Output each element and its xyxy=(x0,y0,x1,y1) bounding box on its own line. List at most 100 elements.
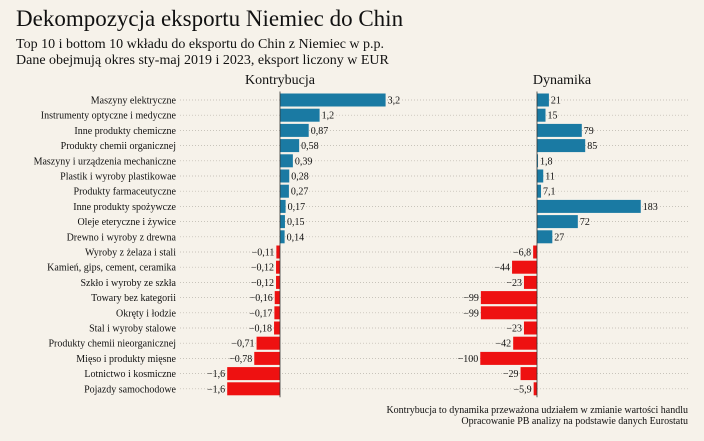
dynamics-bar xyxy=(537,199,641,213)
contribution-value-label: 0,15 xyxy=(287,217,305,228)
dynamics-value-label: 7,1 xyxy=(543,187,556,198)
dynamics-bar xyxy=(537,108,546,122)
category-label: Pojazdy samochodowe xyxy=(84,384,176,395)
contribution-bar xyxy=(276,260,280,274)
dynamics-value-label: −100 xyxy=(458,354,479,365)
dynamics-value-label: −99 xyxy=(463,308,479,319)
dynamics-bar xyxy=(537,230,553,244)
dynamics-bar xyxy=(537,154,539,168)
contribution-bar xyxy=(274,291,280,305)
contribution-value-label: 0,39 xyxy=(295,156,313,167)
category-label: Produkty chemii nieorganicznej xyxy=(48,339,176,350)
contribution-value-label: −0,17 xyxy=(249,308,272,319)
dynamics-value-label: 15 xyxy=(548,111,558,122)
dynamics-bar xyxy=(537,184,542,198)
category-label: Produkty chemii organicznej xyxy=(61,141,176,152)
contribution-bar xyxy=(280,154,293,168)
contribution-value-label: 0,28 xyxy=(291,172,309,183)
contribution-value-label: −0,12 xyxy=(251,263,274,274)
contribution-value-label: 3,2 xyxy=(388,96,401,107)
contribution-bar xyxy=(227,382,280,396)
contribution-value-label: −1,6 xyxy=(207,384,225,395)
dynamics-value-label: 1,8 xyxy=(540,156,553,167)
contribution-bar xyxy=(280,184,289,198)
dynamics-bar xyxy=(480,351,537,365)
contribution-bar xyxy=(280,108,320,122)
dynamics-value-label: 27 xyxy=(554,232,564,243)
contribution-bar xyxy=(280,123,309,137)
contribution-bar xyxy=(280,139,300,153)
chart-title: Dekompozycja eksportu Niemiec do Chin xyxy=(16,6,404,31)
contribution-value-label: 0,87 xyxy=(311,126,329,137)
category-label: Maszyny elektryczne xyxy=(91,96,177,107)
category-label: Okręty i łodzie xyxy=(116,308,177,319)
dynamics-bar xyxy=(537,169,544,183)
category-label: Szkło i wyroby ze szkła xyxy=(80,278,176,289)
category-label: Maszyny i urządzenia mechaniczne xyxy=(34,156,177,167)
contribution-value-label: 0,58 xyxy=(301,141,319,152)
contribution-bar xyxy=(280,93,386,107)
contribution-bar xyxy=(280,169,290,183)
dynamics-value-label: −6,8 xyxy=(513,248,531,259)
contribution-bar xyxy=(280,199,286,213)
dynamics-value-label: 85 xyxy=(587,141,597,152)
category-label: Plastik i wyroby plastikowae xyxy=(60,172,176,183)
contribution-value-label: −0,11 xyxy=(252,248,275,259)
category-label: Mięso i produkty mięsne xyxy=(76,354,176,365)
dynamics-bar xyxy=(537,139,586,153)
dynamics-bar xyxy=(480,306,537,320)
category-label: Inne produkty chemiczne xyxy=(74,126,176,137)
contribution-value-label: −0,16 xyxy=(250,293,273,304)
chart-subtitle-1: Top 10 i bottom 10 wkładu do eksportu do… xyxy=(16,37,385,52)
contribution-value-label: −0,12 xyxy=(251,278,274,289)
dynamics-value-label: 72 xyxy=(580,217,590,228)
chart-subtitle-2: Dane obejmują okres sty-maj 2019 i 2023,… xyxy=(16,53,389,68)
dynamics-value-label: −23 xyxy=(506,278,522,289)
dynamics-value-label: 79 xyxy=(584,126,594,137)
contribution-bar xyxy=(227,367,280,381)
contribution-value-label: 0,14 xyxy=(287,232,305,243)
contribution-bar xyxy=(276,245,280,259)
dynamics-bar xyxy=(513,336,537,350)
category-label: Inne produkty spożywcze xyxy=(73,202,176,213)
contribution-value-label: −0,18 xyxy=(249,324,272,335)
category-label: Instrumenty optyczne i medyczne xyxy=(41,111,177,122)
dynamics-bar xyxy=(537,93,549,107)
contribution-bar xyxy=(276,275,280,289)
contribution-bar xyxy=(274,306,280,320)
footnote-source: Opracowanie PB analizy na podstawie dany… xyxy=(461,416,688,427)
contribution-bar xyxy=(280,230,285,244)
contribution-value-label: −0,71 xyxy=(231,339,254,350)
dynamics-bar xyxy=(523,275,537,289)
contribution-value-label: −1,6 xyxy=(207,369,225,380)
dynamics-bar xyxy=(533,245,537,259)
contribution-bar xyxy=(280,215,285,229)
dynamics-value-label: −99 xyxy=(463,293,479,304)
contribution-bar xyxy=(274,321,280,335)
category-label: Lotnictwo i kosmiczne xyxy=(84,369,176,380)
dynamics-bar xyxy=(537,215,578,229)
category-label: Drewno i wyroby z drewna xyxy=(67,232,177,243)
contribution-bar xyxy=(254,351,280,365)
dynamics-value-label: −44 xyxy=(494,263,510,274)
dynamics-value-label: −29 xyxy=(503,369,519,380)
category-label: Oleje eteryczne i żywice xyxy=(77,217,176,228)
dynamics-value-label: 21 xyxy=(551,96,561,107)
dynamics-bar xyxy=(523,321,537,335)
dynamics-bar xyxy=(520,367,537,381)
contribution-value-label: 0,27 xyxy=(291,187,309,198)
contribution-value-label: 0,17 xyxy=(288,202,306,213)
dynamics-value-label: 11 xyxy=(545,172,555,183)
dynamics-value-label: −42 xyxy=(496,339,512,350)
category-label: Stal i wyroby stalowe xyxy=(89,324,176,335)
panel-title-kontrybucja: Kontrybucja xyxy=(245,73,316,88)
dynamics-value-label: −5,9 xyxy=(514,384,532,395)
category-label: Wyroby z żelaza i stali xyxy=(85,248,176,259)
panel-title-dynamika: Dynamika xyxy=(533,73,592,88)
dynamics-value-label: −23 xyxy=(506,324,522,335)
category-label: Produkty farmaceutyczne xyxy=(74,187,177,198)
dynamics-value-label: 183 xyxy=(643,202,658,213)
dynamics-bar xyxy=(533,382,537,396)
